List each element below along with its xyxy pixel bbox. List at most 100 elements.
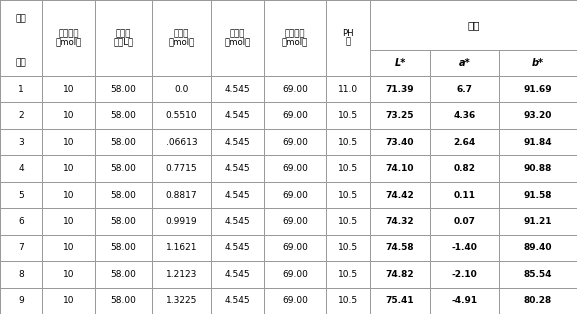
Bar: [0, 102, 42, 129]
Bar: [370, 208, 430, 235]
Text: （mol）: （mol）: [168, 37, 194, 46]
Text: 10: 10: [63, 296, 74, 305]
Text: 10: 10: [63, 217, 74, 226]
Text: 74.82: 74.82: [385, 270, 414, 279]
Bar: [370, 182, 430, 208]
Text: 69.00: 69.00: [282, 270, 308, 279]
Text: 4: 4: [18, 164, 24, 173]
Text: 11.0: 11.0: [338, 85, 358, 94]
Bar: [264, 129, 326, 155]
Bar: [42, 155, 95, 182]
Text: （mol）: （mol）: [224, 37, 250, 46]
Text: 6: 6: [18, 217, 24, 226]
Text: 含镉酸: 含镉酸: [116, 30, 131, 39]
Text: -2.10: -2.10: [452, 270, 477, 279]
Bar: [264, 0, 326, 76]
Bar: [370, 261, 430, 288]
Bar: [95, 182, 152, 208]
Bar: [95, 76, 152, 102]
Text: 10.5: 10.5: [338, 164, 358, 173]
Bar: [0, 76, 42, 102]
Text: 氢氧化钠: 氢氧化钠: [285, 30, 305, 39]
Bar: [370, 288, 430, 314]
Text: 0.8817: 0.8817: [166, 191, 197, 199]
Bar: [370, 129, 430, 155]
Bar: [211, 261, 264, 288]
Text: 色相: 色相: [467, 20, 479, 30]
Text: 10.5: 10.5: [338, 296, 358, 305]
Bar: [499, 261, 577, 288]
Bar: [370, 235, 430, 261]
Bar: [211, 288, 264, 314]
Bar: [499, 208, 577, 235]
Text: 4.545: 4.545: [224, 164, 250, 173]
Bar: [499, 182, 577, 208]
Text: （mol）: （mol）: [282, 37, 308, 46]
Bar: [152, 261, 211, 288]
Text: 74.10: 74.10: [386, 164, 414, 173]
Text: 2.64: 2.64: [454, 138, 475, 147]
Bar: [326, 208, 370, 235]
Bar: [0, 288, 42, 314]
Text: 10: 10: [63, 191, 74, 199]
Text: 序号: 序号: [16, 58, 27, 68]
Bar: [326, 155, 370, 182]
Text: 2: 2: [18, 111, 24, 120]
Bar: [211, 102, 264, 129]
Text: 10: 10: [63, 243, 74, 252]
Text: 58.00: 58.00: [111, 191, 136, 199]
Text: 10.5: 10.5: [338, 270, 358, 279]
Text: 8: 8: [18, 270, 24, 279]
Bar: [95, 102, 152, 129]
Bar: [211, 155, 264, 182]
Text: 4.545: 4.545: [224, 217, 250, 226]
Text: 4.545: 4.545: [224, 296, 250, 305]
Bar: [0, 261, 42, 288]
Text: 58.00: 58.00: [111, 164, 136, 173]
Bar: [0, 235, 42, 261]
Bar: [370, 155, 430, 182]
Text: 0.82: 0.82: [454, 164, 475, 173]
Text: 69.00: 69.00: [282, 191, 308, 199]
Text: 值: 值: [346, 37, 351, 46]
Text: 58.00: 58.00: [111, 85, 136, 94]
Text: 80.28: 80.28: [524, 296, 552, 305]
Text: 4.545: 4.545: [224, 270, 250, 279]
Bar: [370, 0, 577, 50]
Bar: [211, 208, 264, 235]
Text: 58.00: 58.00: [111, 270, 136, 279]
Text: 1.1621: 1.1621: [166, 243, 197, 252]
Bar: [430, 155, 499, 182]
Bar: [370, 76, 430, 102]
Text: 4.545: 4.545: [224, 111, 250, 120]
Bar: [499, 76, 577, 102]
Text: 91.84: 91.84: [524, 138, 552, 147]
Text: 10: 10: [63, 85, 74, 94]
Text: 10.5: 10.5: [338, 191, 358, 199]
Text: .06613: .06613: [166, 138, 197, 147]
Text: 7: 7: [18, 243, 24, 252]
Text: 4.36: 4.36: [454, 111, 475, 120]
Bar: [0, 155, 42, 182]
Bar: [95, 288, 152, 314]
Text: 58.00: 58.00: [111, 296, 136, 305]
Bar: [326, 288, 370, 314]
Bar: [264, 235, 326, 261]
Bar: [264, 76, 326, 102]
Bar: [326, 261, 370, 288]
Bar: [0, 0, 42, 76]
Bar: [95, 129, 152, 155]
Text: 91.69: 91.69: [524, 85, 552, 94]
Text: 69.00: 69.00: [282, 164, 308, 173]
Text: -1.40: -1.40: [452, 243, 477, 252]
Text: 74.58: 74.58: [385, 243, 414, 252]
Text: 74.32: 74.32: [385, 217, 414, 226]
Bar: [95, 0, 152, 76]
Text: 5: 5: [18, 191, 24, 199]
Bar: [211, 129, 264, 155]
Text: 69.00: 69.00: [282, 85, 308, 94]
Text: 材料: 材料: [16, 14, 27, 24]
Bar: [42, 261, 95, 288]
Bar: [211, 0, 264, 76]
Text: 10: 10: [63, 270, 74, 279]
